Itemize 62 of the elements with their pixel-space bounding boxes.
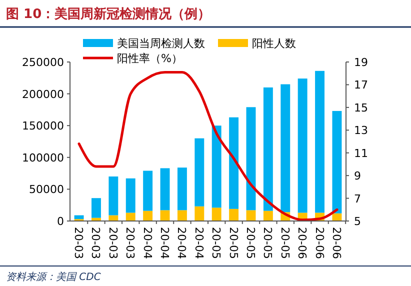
line-series xyxy=(78,70,338,222)
y2-tick-label: 15 xyxy=(354,101,368,114)
x-tick-label: 20-03 xyxy=(72,227,86,259)
x-tick-label: 20-05 xyxy=(244,227,257,259)
bar xyxy=(126,178,136,213)
x-tick-label: 20-05 xyxy=(261,227,274,259)
legend-label: 美国当周检测人数 xyxy=(117,37,205,50)
text: 资料来源：美国 CDC xyxy=(6,271,101,283)
bar xyxy=(332,110,342,214)
y2-tick-label: 7 xyxy=(354,192,361,206)
bar xyxy=(143,210,153,221)
y2-tick-label: 9 xyxy=(354,170,361,183)
bar xyxy=(229,208,239,221)
bar xyxy=(160,168,170,210)
bar xyxy=(212,208,222,221)
bar xyxy=(332,213,342,221)
bar xyxy=(246,210,256,221)
y2-tick-label: 17 xyxy=(354,78,368,92)
y2-tick-label: 19 xyxy=(354,56,368,69)
x-tick-label: 20-06 xyxy=(330,227,343,259)
bar xyxy=(194,138,204,206)
x-tick-label: 20-04 xyxy=(192,227,206,259)
bar xyxy=(263,87,273,211)
x-tick-label: 20-04 xyxy=(175,227,188,259)
y2-tick-label: 11 xyxy=(354,146,368,160)
bar xyxy=(126,212,136,221)
x-tick-label: 20-03 xyxy=(124,227,137,259)
x-tick-label: 20-06 xyxy=(312,227,326,259)
y-tick-label: 100000 xyxy=(22,151,64,164)
legend-label: 阳性人数 xyxy=(252,37,296,50)
y-tick-label: 250000 xyxy=(22,56,64,69)
legend-label: 阳性率（%） xyxy=(117,52,182,65)
x-tick-label: 20-03 xyxy=(89,227,102,259)
bar xyxy=(212,126,222,208)
bar xyxy=(246,107,256,210)
y2-tick-label: 13 xyxy=(354,124,368,138)
bar xyxy=(177,168,187,210)
y-tick-label: 0 xyxy=(57,215,64,228)
x-tick-label: 20-05 xyxy=(210,227,223,259)
y-tick-label: 200000 xyxy=(22,88,64,101)
bar xyxy=(280,84,290,212)
bar xyxy=(315,70,325,213)
x-tick-label: 20-06 xyxy=(296,227,309,259)
x-tick-label: 20-05 xyxy=(226,227,240,259)
bar xyxy=(194,206,204,221)
bar xyxy=(298,78,308,213)
bar xyxy=(177,210,187,221)
bar xyxy=(74,215,84,220)
chart-title: 图 10：美国周新冠检测情况（例） xyxy=(6,6,211,22)
y-tick-label: 150000 xyxy=(22,120,64,133)
x-tick-label: 20-04 xyxy=(140,227,154,259)
x-tick-label: 20-03 xyxy=(106,227,120,259)
x-tick-label: 20-05 xyxy=(278,227,292,259)
bar xyxy=(108,176,118,216)
x-tick-label: 20-04 xyxy=(158,227,172,259)
y-tick-label: 50000 xyxy=(29,183,64,196)
bar xyxy=(143,170,153,211)
bar xyxy=(91,198,101,218)
bar xyxy=(160,210,170,221)
bar xyxy=(229,117,239,209)
bar xyxy=(263,210,273,221)
y2-tick-label: 5 xyxy=(354,215,361,228)
